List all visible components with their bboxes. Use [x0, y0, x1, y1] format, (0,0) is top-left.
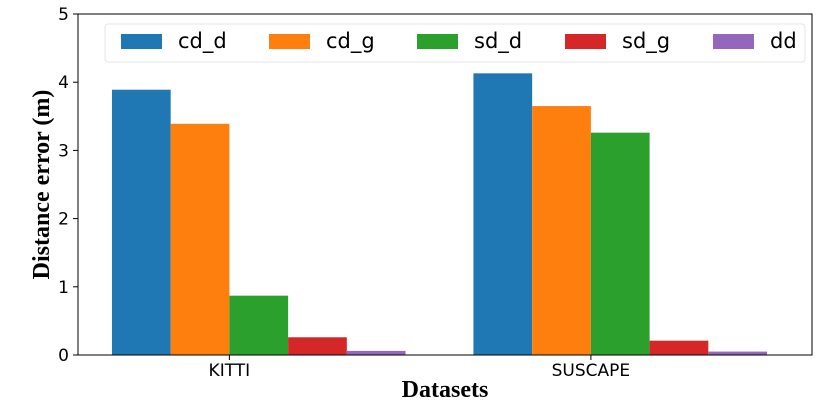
legend-label-cd_g: cd_g: [326, 29, 375, 54]
legend-swatch-sd_d: [417, 34, 458, 49]
plot-frame: [77, 13, 813, 356]
y-axis-title: Distance error (m): [29, 90, 55, 280]
y-tick-label: 2: [58, 210, 69, 230]
bar-sd_g-suscape: [649, 340, 709, 355]
x-axis-title: Datasets: [402, 377, 489, 403]
y-tick-label: 3: [58, 141, 69, 161]
x-tick-label: SUSCAPE: [552, 361, 631, 381]
y-tick-label: 4: [58, 73, 69, 93]
legend-swatch-cd_g: [269, 34, 310, 49]
y-axis: 0 1 2 3 4 5: [58, 5, 78, 366]
legend-label-cd_d: cd_d: [178, 29, 227, 54]
y-tick-label: 5: [58, 5, 69, 25]
legend: cd_d cd_g sd_d sd_g dd: [104, 23, 806, 63]
bar-dd-kitti: [346, 350, 406, 355]
legend-label-dd: dd: [770, 29, 797, 53]
bar-sd_d-kitti: [229, 295, 289, 355]
bar-dd-suscape: [708, 351, 768, 355]
bar-cd_g-kitti: [170, 123, 230, 355]
y-tick-label: 1: [58, 278, 69, 298]
bar-cd_d-kitti: [111, 89, 171, 355]
legend-swatch-dd: [713, 34, 754, 49]
x-axis: KITTI SUSCAPE: [209, 355, 631, 381]
legend-label-sd_d: sd_d: [474, 29, 522, 54]
bar-cd_g-suscape: [532, 106, 591, 355]
x-tick-label: KITTI: [209, 361, 251, 381]
legend-swatch-sd_g: [565, 34, 606, 49]
legend-swatch-cd_d: [121, 34, 162, 49]
legend-label-sd_g: sd_g: [622, 29, 670, 54]
bars-group: [111, 73, 768, 355]
y-tick-label: 0: [58, 346, 69, 366]
bar-sd_d-suscape: [590, 132, 650, 355]
bar-cd_d-suscape: [473, 73, 533, 355]
bar-sd_g-kitti: [288, 337, 347, 355]
